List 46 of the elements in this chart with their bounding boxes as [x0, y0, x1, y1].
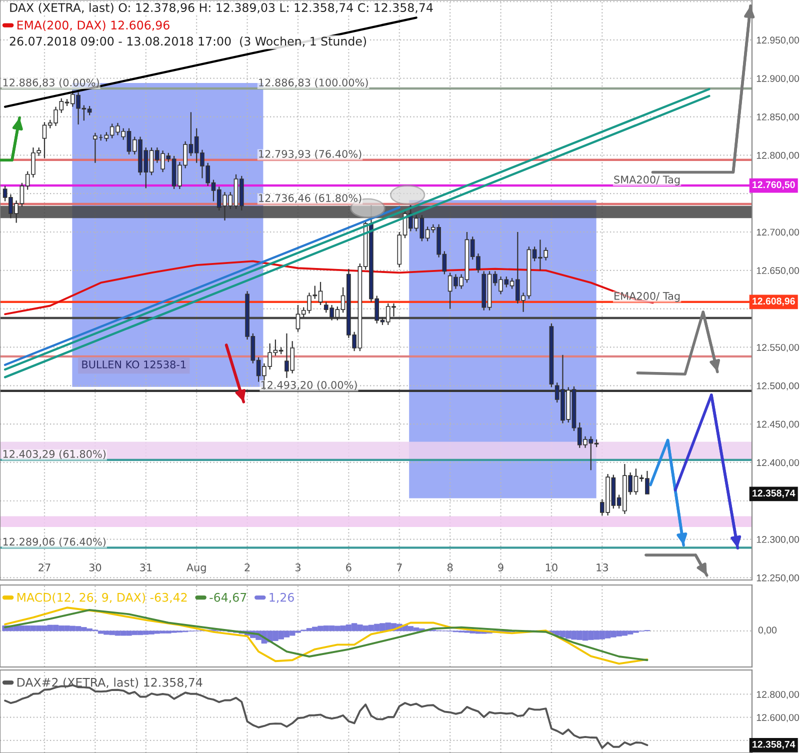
annotation: 12.403,29 (61.80%) [3, 450, 106, 460]
text: 12.760,50 [752, 181, 795, 190]
y-tick-label: 12.900,00 [756, 75, 800, 84]
y-tick-label: 12.700,00 [756, 228, 800, 237]
x-tick-label: 6 [346, 564, 352, 572]
annotation: SMA200/ Tag [614, 176, 680, 186]
legend-label: -64,67 [210, 592, 246, 604]
x-tick-label: 2 [244, 564, 250, 572]
annotation: 12.493,20 (0.00%) [261, 380, 357, 390]
x-tick-label: 8 [447, 564, 453, 572]
x-tick-label: 7 [396, 564, 402, 572]
legend-label: MACD(12, 26, 9, DAX) -63,42 [17, 592, 187, 604]
annotation: BULLEN KO 12538-1 [82, 360, 186, 368]
y-tick-label: 12.950,00 [756, 36, 800, 45]
legend-label: 1,26 [270, 592, 294, 604]
legend-label: EMA(200, DAX) 12.606,96 [17, 20, 170, 31]
text: 12.358,74 [752, 740, 796, 750]
x-tick-label: 10 [546, 564, 558, 572]
annotation: 12.886,83 (100.00%) [259, 78, 368, 88]
y-tick-label: 12.800,00 [756, 152, 800, 160]
x-tick-label: Aug [186, 564, 206, 574]
y-tick-label: 12.500,00 [756, 382, 800, 390]
y-tick-label: 12.550,00 [756, 344, 800, 352]
y-tick-label: 12.650,00 [756, 267, 800, 276]
annotation: 12.736,46 (61.80%) [259, 194, 362, 204]
text: 0,00 [758, 626, 777, 635]
y-tick-label: 12.400,00 [756, 459, 800, 468]
text: 12.358,74 [752, 490, 796, 498]
x-tick-label: 30 [89, 564, 102, 572]
annotation: 12.886,83 (0.00%) [3, 78, 99, 88]
y-tick-label: 12.250,00 [756, 574, 800, 582]
text: 26.07.2018 09:00 - 13.08.2018 17:00 (3 Wochen, 1 Stunde) [10, 36, 366, 48]
y-tick-label: 12.600,00 [756, 714, 800, 722]
annotation: 12.793,93 (76.40%) [259, 150, 362, 160]
y-tick-label: 12.450,00 [756, 420, 800, 429]
x-tick-label: 27 [38, 564, 50, 572]
y-tick-label: 12.850,00 [756, 114, 800, 122]
text: 12.608,96 [752, 298, 795, 306]
chart-title: DAX (XETRA, last) O: 12.378,96 H: 12.389,03 L: 12.358,74 C: 12.358,74 [10, 2, 433, 14]
x-tick-label: 3 [295, 564, 300, 572]
y-tick-label: 12.300,00 [756, 536, 800, 544]
x-tick-label: 31 [140, 564, 152, 572]
y-tick-label: 12.800,00 [756, 690, 800, 700]
x-tick-label: 13 [596, 564, 608, 572]
x-tick-label: 9 [498, 564, 504, 572]
annotation: 12.289,06 (76.40%) [3, 538, 106, 547]
